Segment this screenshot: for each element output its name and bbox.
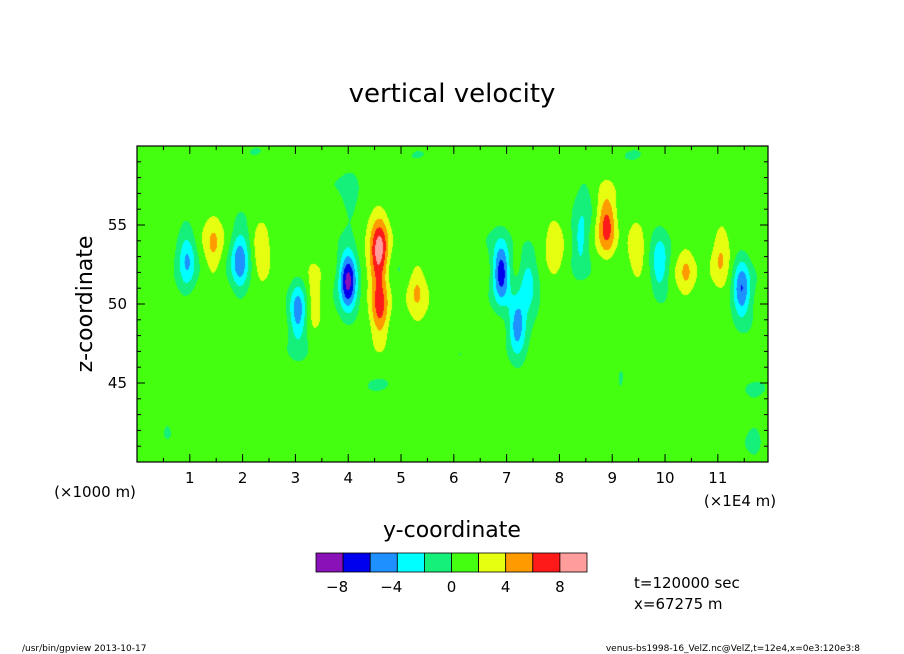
colorbar-tick-label: −4 xyxy=(380,578,402,596)
colorbar-tick-label: 0 xyxy=(447,578,457,596)
chart-title: vertical velocity xyxy=(349,79,556,109)
colorbar-tick-label: 4 xyxy=(501,578,511,596)
x-tick-label: 10 xyxy=(655,469,674,487)
time-annotation: t=120000 sec xyxy=(634,574,740,592)
heatmap-canvas xyxy=(137,146,768,462)
footer-right: venus-bs1998-16_VelZ.nc@VelZ,t=12e4,x=0e… xyxy=(606,644,860,654)
colorbar-swatch xyxy=(369,552,398,573)
y-tick-label: 55 xyxy=(108,216,127,234)
y-axis-label: z-coordinate xyxy=(73,236,98,373)
x-tick-label: 11 xyxy=(708,469,727,487)
colorbar-swatch xyxy=(423,552,452,573)
x-axis-label: y-coordinate xyxy=(383,518,521,543)
colorbar-swatch xyxy=(315,552,344,573)
colorbar-tick-label: −8 xyxy=(326,578,348,596)
x-tick-label: 9 xyxy=(607,469,617,487)
position-annotation: x=67275 m xyxy=(634,595,723,613)
y-tick-label: 45 xyxy=(108,374,127,392)
colorbar-swatch xyxy=(451,552,480,573)
colorbar-swatch xyxy=(478,552,507,573)
x-tick-label: 3 xyxy=(291,469,301,487)
colorbar-tick-label: 8 xyxy=(555,578,565,596)
colorbar-swatch xyxy=(532,552,561,573)
colorbar-ticks: −8 −4 0 4 8 xyxy=(326,578,565,596)
x-tick-label: 1 xyxy=(185,469,195,487)
colorbar-swatch xyxy=(342,552,371,573)
footer-left: /usr/bin/gpview 2013-10-17 xyxy=(22,644,146,654)
x-unit-left: (×1000 m) xyxy=(54,483,136,501)
x-tick-label: 5 xyxy=(396,469,406,487)
plot-area-container xyxy=(137,146,768,462)
x-tick-label: 6 xyxy=(449,469,459,487)
x-tick-label: 8 xyxy=(555,469,565,487)
x-axis: 1 2 3 4 5 6 7 8 9 10 11 xyxy=(136,146,745,487)
x-tick-label: 7 xyxy=(502,469,512,487)
x-unit-right: (×1E4 m) xyxy=(704,492,776,510)
x-tick-label: 4 xyxy=(343,469,353,487)
x-tick-label: 2 xyxy=(238,469,248,487)
y-axis: 45 50 55 xyxy=(108,145,768,463)
y-tick-label: 50 xyxy=(108,295,127,313)
colorbar xyxy=(315,552,588,573)
colorbar-swatch xyxy=(559,552,588,573)
colorbar-swatch xyxy=(505,552,534,573)
colorbar-swatch xyxy=(396,552,425,573)
